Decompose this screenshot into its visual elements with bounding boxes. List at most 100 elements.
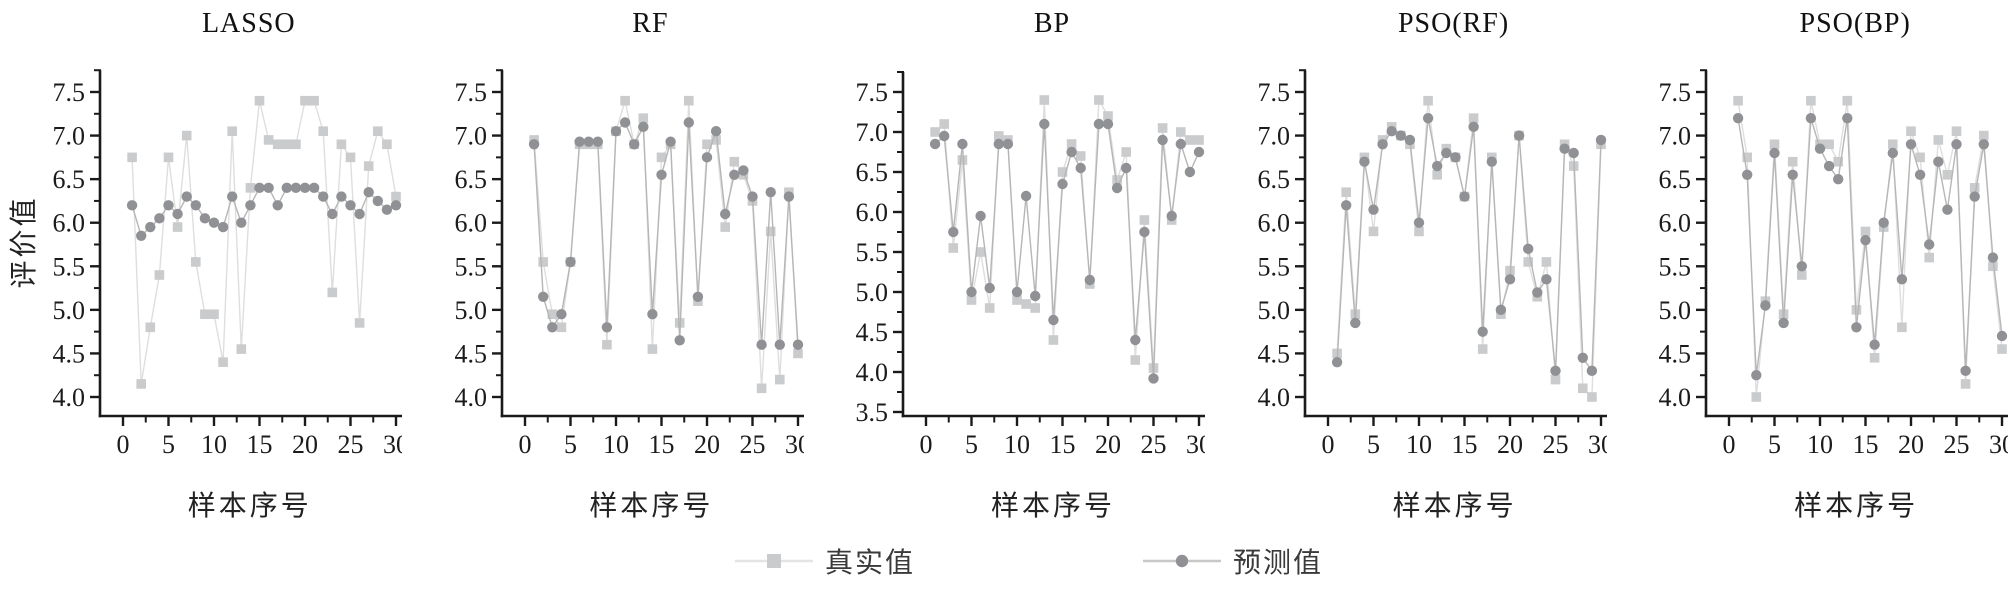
true-series-marker xyxy=(930,127,941,137)
y-tick-label: 5.0 xyxy=(454,296,487,325)
pred-series-marker xyxy=(1468,121,1479,133)
true-series-marker xyxy=(218,357,228,367)
chart-plot-pso-rf: 4.0 4.5 5.0 5.5 6.0 6.5 7.0 7.5 0 5 10 15 20 25 30 xyxy=(1257,69,1607,459)
pred-series-marker xyxy=(1331,356,1343,368)
true-series-marker xyxy=(254,95,265,106)
true-series-marker xyxy=(948,243,959,253)
pred-series-marker xyxy=(308,182,320,194)
x-tick-label: 20 xyxy=(1095,430,1121,459)
x-tick-label: 25 xyxy=(1944,430,1970,459)
pred-series-marker xyxy=(1586,365,1597,377)
x-tick-label: 0 xyxy=(1723,430,1736,459)
true-series-marker xyxy=(1961,379,1971,389)
pred-series-marker xyxy=(1760,300,1771,311)
x-tick-label: 10 xyxy=(201,430,227,459)
x-tick-label: 15 xyxy=(648,430,674,459)
y-tick-label: 6.0 xyxy=(454,209,487,238)
true-series-marker xyxy=(127,152,137,163)
pred-series-marker xyxy=(1148,373,1159,384)
pred-series-marker xyxy=(939,130,950,142)
true-series-marker xyxy=(1550,374,1561,385)
true-series-marker xyxy=(1432,169,1442,180)
pred-series-marker xyxy=(318,191,329,202)
pred-series-marker xyxy=(1504,274,1515,285)
pred-series-marker xyxy=(984,282,996,294)
pred-series-marker xyxy=(1386,126,1397,137)
chart-title-bp: BP xyxy=(1033,8,1071,39)
true-series-marker xyxy=(200,309,210,320)
true-series-marker xyxy=(1970,183,1980,193)
pred-series-marker xyxy=(792,339,803,350)
y-tick-label: 5.5 xyxy=(454,252,487,281)
y-tick-label: 5.0 xyxy=(1257,296,1290,325)
true-series-marker xyxy=(1130,355,1141,365)
pred-series-marker xyxy=(145,221,156,233)
pred-series-marker xyxy=(299,182,311,194)
x-tick-label: 20 xyxy=(1898,430,1924,459)
true-series-marker xyxy=(1066,139,1077,149)
pred-series-marker xyxy=(1121,162,1132,174)
true-series-marker xyxy=(1897,322,1908,333)
y-tick-label: 4.5 xyxy=(53,339,86,368)
pred-series-marker xyxy=(1960,365,1972,377)
pred-legend-marker xyxy=(1175,554,1189,568)
pred-series-marker xyxy=(755,339,767,350)
pred-series-marker xyxy=(217,221,229,233)
true-series-marker xyxy=(985,303,995,313)
y-tick-label: 6.0 xyxy=(1659,209,1692,238)
y-tick-label: 7.5 xyxy=(1659,78,1692,107)
chart-plot-pso-bp: 4.0 4.5 5.0 5.5 6.0 6.5 7.0 7.5 0 5 10 15 20 25 30 xyxy=(1659,69,2008,459)
pred-series-marker xyxy=(1048,314,1059,326)
true-series-marker xyxy=(1851,305,1862,315)
pred-series-marker xyxy=(683,117,694,128)
true-series-marker xyxy=(1733,95,1744,106)
true-series-marker xyxy=(792,348,803,359)
pred-series-marker xyxy=(1139,226,1150,238)
legend-item-pred: 预测值 xyxy=(1143,544,1324,579)
true-series-marker xyxy=(291,139,301,150)
legend-label-pred: 预测值 xyxy=(1233,548,1324,579)
y-tick-label: 6.0 xyxy=(53,209,86,238)
pred-series-marker xyxy=(1769,147,1781,159)
x-tick-label: 30 xyxy=(1186,430,1205,459)
y-axis-label: 评价值 xyxy=(9,195,40,289)
true-series-marker xyxy=(619,95,630,106)
pred-series-marker xyxy=(336,191,347,202)
pred-series-marker xyxy=(1550,365,1561,377)
pred-series-marker xyxy=(1112,182,1123,194)
y-tick-label: 3.5 xyxy=(856,398,889,427)
true-series-marker xyxy=(309,95,319,106)
pred-series-marker xyxy=(1404,134,1415,146)
y-tick-label: 7.0 xyxy=(454,122,487,151)
true-series-marker xyxy=(1806,95,1817,106)
pred-series-marker xyxy=(1915,169,1926,180)
pred-series-marker xyxy=(1102,118,1114,130)
true-series-marker xyxy=(547,309,557,320)
x-tick-label: 20 xyxy=(1497,430,1523,459)
true-series-marker xyxy=(1824,139,1835,150)
pred-series-marker xyxy=(1513,130,1525,141)
true-series-marker xyxy=(327,287,338,298)
pred-series-marker xyxy=(1486,156,1497,167)
pred-series-marker xyxy=(1568,147,1579,159)
pred-series-marker xyxy=(1340,200,1352,211)
pred-series-marker xyxy=(1075,162,1087,174)
pred-series-marker xyxy=(1824,160,1835,172)
true-series-marker xyxy=(227,126,237,137)
panel-pso-rf: PSO(RF) 4.0 4.5 5.0 5.5 6.0 6.5 7.0 7.5 0 5 10 15 20… xyxy=(1205,0,1607,535)
pred-series-marker xyxy=(290,182,302,194)
pred-series-marker xyxy=(136,230,147,241)
pred-series-marker xyxy=(1066,146,1077,158)
true-series-marker xyxy=(1933,135,1944,145)
true-series-marker xyxy=(191,257,201,267)
chart-title-lasso: LASSO xyxy=(201,8,296,39)
true-series-marker xyxy=(1477,344,1488,354)
x-tick-label: 15 xyxy=(1050,430,1076,459)
pred-series-marker xyxy=(628,139,639,150)
pred-series-marker xyxy=(765,187,776,198)
true-series-marker xyxy=(719,222,730,232)
y-tick-label: 7.5 xyxy=(856,78,889,107)
true-series-marker xyxy=(1057,167,1068,177)
true-series-marker xyxy=(172,222,183,232)
pred-series-marker xyxy=(208,217,220,228)
